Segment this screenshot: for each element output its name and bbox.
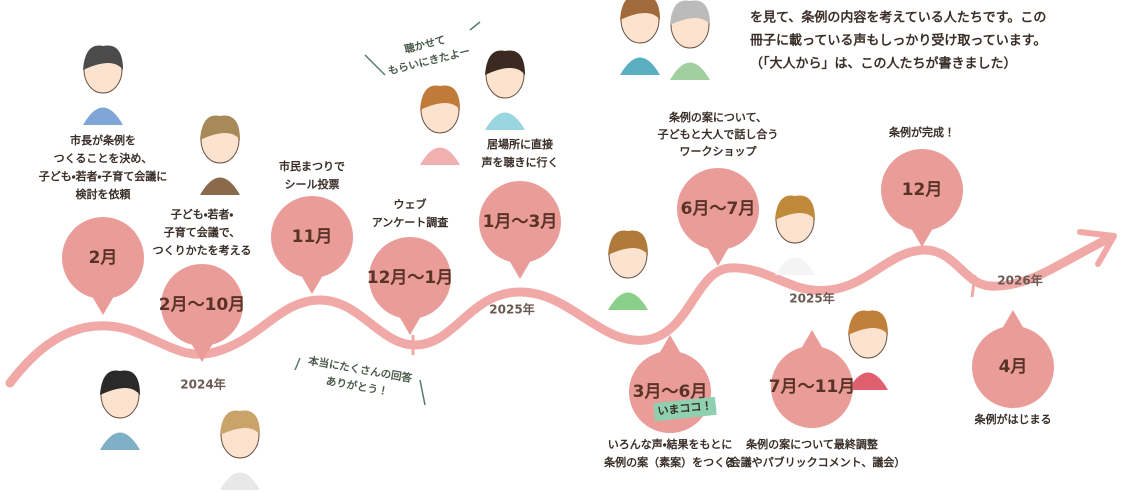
milestone-description: いろんな声・結果をもとに: [608, 437, 733, 451]
person-body: [620, 58, 660, 76]
milestone-description: 子どもと大人で話し合う: [658, 127, 779, 141]
milestone-description: ワークショップ: [680, 144, 758, 158]
milestone-description: 居場所に直接: [487, 137, 553, 151]
milestone-description: 子育て会議で、: [164, 225, 241, 239]
milestone-description: 条例の案について最終調整: [745, 437, 879, 451]
period-label: 6月～7月: [681, 199, 756, 219]
person-body: [100, 433, 140, 451]
person-body: [83, 108, 123, 126]
year-label: 2024年: [180, 377, 225, 392]
milestone-description: 声を聴きに行く: [481, 155, 559, 169]
person-body: [608, 293, 648, 311]
milestone-description: 条例がはじまる: [974, 412, 1052, 426]
intro-text: を見て、条例の内容を考えている人たちです。この: [750, 10, 1046, 26]
person-body: [670, 63, 710, 81]
timeline: を見て、条例の内容を考えている人たちです。この冊子に載っている声もしっかり受け取…: [0, 0, 1122, 493]
person-body: [220, 473, 260, 491]
callout-stroke: [470, 22, 480, 30]
period-label: 4月: [999, 357, 1028, 377]
intro-text: （「大人から」は、この人たちが書きました）: [750, 56, 1017, 72]
callout-stroke: [365, 55, 385, 75]
person-body: [775, 258, 815, 276]
milestone-description: アンケート調査: [372, 215, 449, 229]
period-label: 7月～11月: [769, 377, 856, 397]
milestone-description: 子ども・若者・子育て会議に: [39, 169, 167, 183]
labels: を見て、条例の内容を考えている人たちです。この冊子に載っている声もしっかり受け取…: [39, 10, 1054, 470]
year-label: 2025年: [789, 291, 834, 306]
milestone-description: （会議やパブリックコメント、議会）: [719, 455, 906, 469]
period-label: 2月～10月: [159, 295, 246, 315]
milestone-description: つくることを決め、: [54, 151, 153, 165]
period-label: 11月: [292, 227, 333, 247]
milestone-description: 条例の案について、: [668, 110, 767, 124]
year-label: 2026年: [997, 273, 1042, 288]
person-body: [200, 178, 240, 196]
milestone-description: シール投票: [285, 177, 340, 191]
period-label: 2月: [89, 248, 118, 268]
person-body: [485, 113, 525, 131]
milestone-description: 市民まつりで: [279, 159, 345, 173]
milestone-description: 条例の案（素案）をつくる: [603, 455, 736, 469]
callout-text: もらいにきたよー: [387, 46, 471, 78]
milestone-description: 条例が完成！: [888, 125, 955, 139]
milestone-description: 市長が条例を: [70, 133, 136, 147]
intro-text: 冊子に載っている声もしっかり受け取っています。: [750, 33, 1046, 49]
period-label: 1月～3月: [483, 212, 558, 232]
milestone-description: つくりかたを考える: [153, 243, 252, 257]
period-label: 12月～1月: [367, 268, 454, 288]
callout-stroke: [295, 358, 300, 370]
year-label: 2025年: [489, 302, 534, 317]
milestone-description: ウェブ: [394, 197, 427, 211]
period-label: 12月: [902, 180, 943, 200]
milestone-description: 検討を依頼: [76, 187, 132, 201]
person-body: [420, 148, 460, 166]
callout-stroke: [420, 380, 425, 405]
milestone-description: 子ども・若者・: [171, 207, 234, 221]
